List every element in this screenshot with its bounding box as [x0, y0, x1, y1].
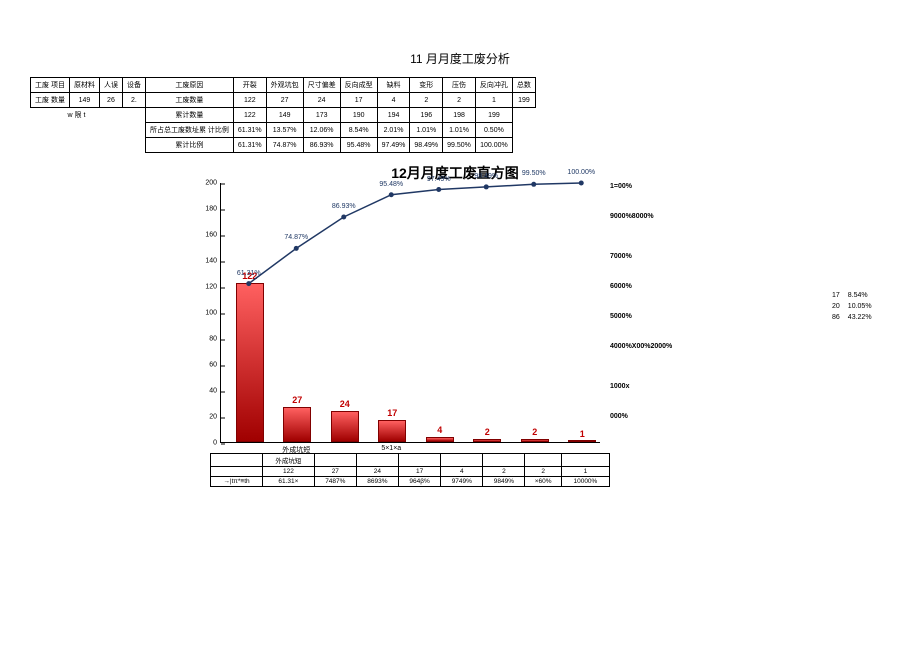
cumulative-pct-label: 97.49%	[427, 176, 451, 183]
pareto-chart: 12月月度工废直方图 02040608010012014016018020012…	[180, 163, 730, 523]
table-row: 工废 数量 149 26 2. 工废数量 122 27 24 17 4 2 2 …	[31, 93, 536, 108]
cumulative-pct-label: 74.87%	[284, 234, 308, 241]
category-label: 5×1×a	[381, 445, 401, 452]
right-axis-label: 5000%	[610, 313, 632, 320]
page-title: 11 月月度工废分析	[10, 50, 910, 67]
cumulative-pct-label: 100.00%	[567, 169, 595, 176]
y-tick: 160	[193, 232, 217, 239]
right-axis-label: 1=00%	[610, 183, 632, 190]
table-row: 1222724174221	[211, 467, 610, 477]
cumulative-line	[220, 183, 600, 443]
right-axis-label: 4000%X00%2000%	[610, 343, 672, 350]
right-axis-label: 7000%	[610, 253, 632, 260]
table-row: w 限 t 累计数量 122 149 173 190 194 196 198 1…	[31, 108, 536, 123]
y-tick: 40	[193, 388, 217, 395]
cumulative-pct-label: 61.31%	[237, 270, 261, 277]
y-tick: 100	[193, 310, 217, 317]
y-tick: 20	[193, 414, 217, 421]
table-row: →|tπ*≡th61.31×7487%8693%964β%9749%9849%×…	[211, 477, 610, 487]
chart-title: 12月月度工废直方图	[180, 163, 730, 183]
cumulative-pct-label: 86.93%	[332, 203, 356, 210]
table-row: 工废 项目 原材料 人误 设备 工废原因 开裂 外观坑包 尺寸偏差 反向成型 缺…	[31, 78, 536, 93]
table-row: 外成坑短	[211, 454, 610, 467]
table-row: 累计比例 61.31% 74.87% 86.93% 95.48% 97.49% …	[31, 138, 536, 153]
y-tick: 80	[193, 336, 217, 343]
y-tick: 140	[193, 258, 217, 265]
cumulative-pct-label: 98.49%	[474, 173, 498, 180]
table-row: 8643.22%	[832, 314, 878, 323]
y-tick: 120	[193, 284, 217, 291]
y-tick: 180	[193, 206, 217, 213]
y-tick: 0	[193, 440, 217, 447]
right-axis-label: 000%	[610, 413, 628, 420]
y-tick: 60	[193, 362, 217, 369]
table-row: 178.54%	[832, 292, 878, 301]
cumulative-pct-label: 99.50%	[522, 170, 546, 177]
analysis-table: 工废 项目 原材料 人误 设备 工废原因 开裂 外观坑包 尺寸偏差 反向成型 缺…	[30, 77, 536, 153]
side-data: 178.54% 2010.05% 8643.22%	[830, 290, 880, 325]
table-row: 所占总工废数址累 计比例 61.31% 13.57% 12.06% 8.54% …	[31, 123, 536, 138]
table-row: 2010.05%	[832, 303, 878, 312]
right-axis-label: 9000%8000%	[610, 213, 654, 220]
category-label: 外成坑短	[282, 445, 310, 455]
chart-data-table: 外成坑短1222724174221→|tπ*≡th61.31×7487%8693…	[210, 453, 610, 487]
right-axis-label: 1000x	[610, 383, 629, 390]
right-axis: 1=00% 9000%8000% 7000% 6000% 5000% 4000%X00%2…	[610, 183, 700, 443]
right-axis-label: 6000%	[610, 283, 632, 290]
cumulative-pct-label: 95.48%	[379, 181, 403, 188]
